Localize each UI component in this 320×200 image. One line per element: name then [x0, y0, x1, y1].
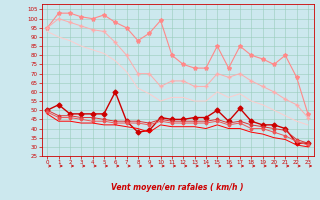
Text: Vent moyen/en rafales ( km/h ): Vent moyen/en rafales ( km/h ) [111, 183, 244, 192]
